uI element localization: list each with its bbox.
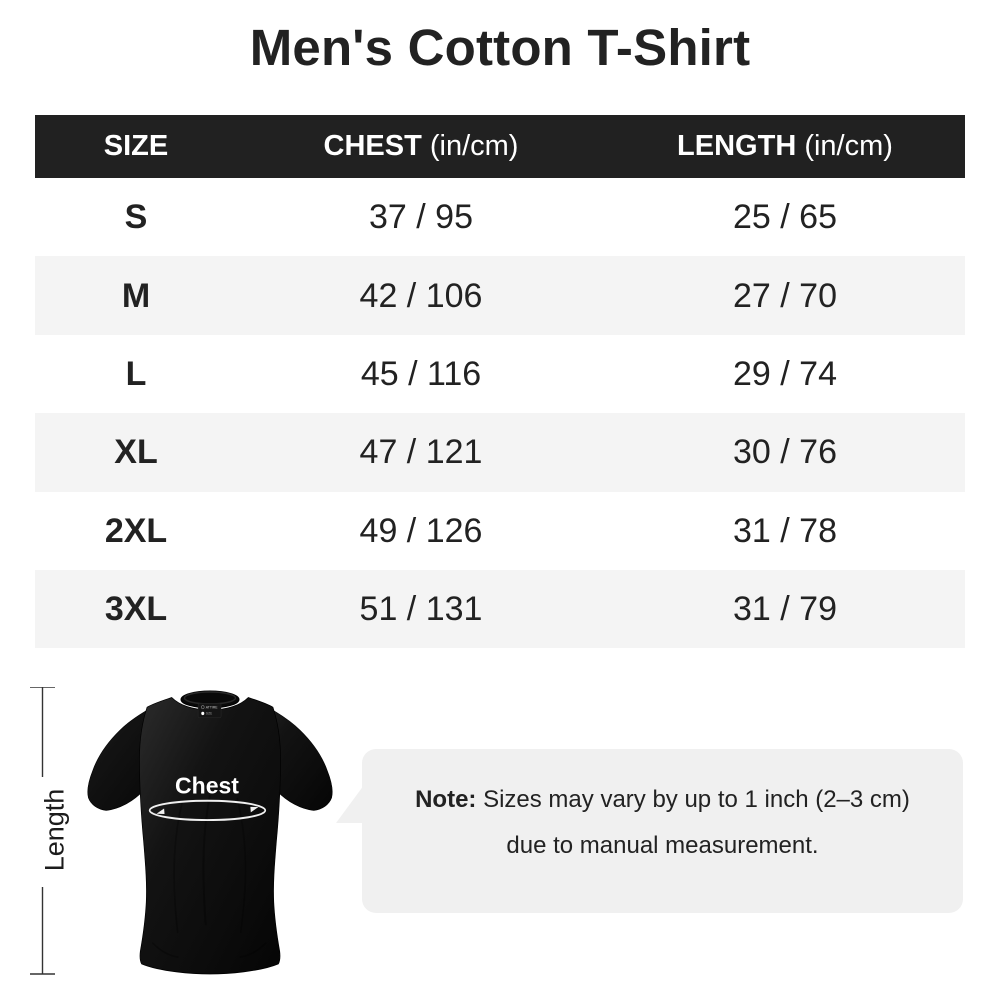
svg-text:ATTIRE: ATTIRE <box>206 705 218 709</box>
svg-text:SIZE: SIZE <box>206 711 212 715</box>
